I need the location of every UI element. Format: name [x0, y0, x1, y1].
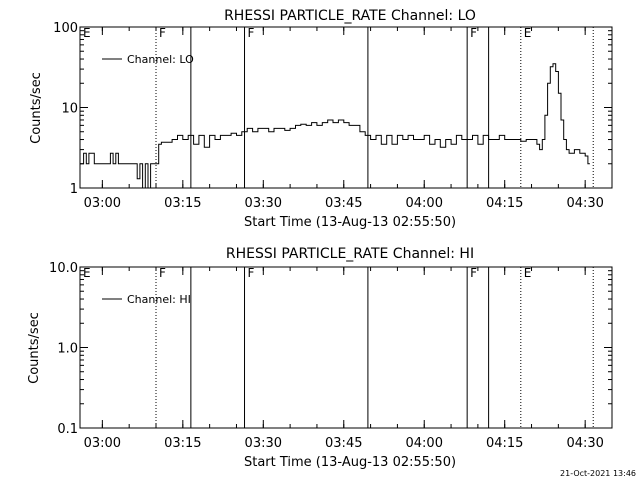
hi-y-tick-label: 1.0	[57, 342, 78, 357]
hi-x-tick-label: 04:30	[566, 436, 603, 451]
lo-x-tick-label: 03:15	[164, 196, 201, 211]
lo-event-marker-label: F	[159, 26, 166, 40]
lo-y-tick-label: 100	[53, 21, 78, 36]
lo-x-tick-label: 04:30	[566, 196, 603, 211]
hi-x-tick-label: 04:00	[406, 436, 443, 451]
lo-y-tick-label: 10	[61, 102, 78, 117]
lo-x-tick-label: 04:15	[486, 196, 523, 211]
lo-series-line	[80, 63, 590, 189]
hi-y-axis-label: Counts/sec	[27, 312, 42, 384]
lo-x-tick-label: 03:30	[245, 196, 282, 211]
hi-x-tick-label: 04:15	[486, 436, 523, 451]
lo-event-marker-label: E	[524, 26, 532, 40]
lo-event-marker-label: E	[83, 26, 91, 40]
lo-x-tick-label: 04:00	[406, 196, 443, 211]
lo-x-axis-label: Start Time (13-Aug-13 02:55:50)	[244, 215, 456, 230]
lo-x-tick-label: 03:00	[84, 196, 121, 211]
lo-event-marker-label: F	[470, 26, 477, 40]
hi-channel-panel: RHESSI PARTICLE_RATE Channel: HI Counts/…	[27, 246, 613, 470]
lo-y-tick-label: 1	[70, 182, 78, 197]
hi-y-tick-label: 0.1	[57, 422, 78, 437]
hi-plot-title: RHESSI PARTICLE_RATE Channel: HI	[226, 246, 474, 262]
hi-x-tick-label: 03:45	[325, 436, 362, 451]
hi-event-marker-label: E	[83, 266, 91, 280]
hi-event-marker-label: F	[159, 266, 166, 280]
hi-x-tick-label: 03:15	[164, 436, 201, 451]
hi-x-axis-label: Start Time (13-Aug-13 02:55:50)	[244, 455, 456, 470]
hi-event-marker-label: F	[248, 266, 255, 280]
hi-legend-label: Channel: HI	[127, 293, 191, 306]
lo-x-tick-label: 03:45	[325, 196, 362, 211]
hi-y-tick-label: 10.0	[49, 261, 78, 276]
lo-legend-label: Channel: LO	[127, 53, 194, 66]
hi-x-tick-label: 03:00	[84, 436, 121, 451]
hi-x-tick-label: 03:30	[245, 436, 282, 451]
generation-timestamp: 21-Oct-2021 13:46	[560, 469, 636, 478]
hi-event-marker-label: F	[470, 266, 477, 280]
lo-event-marker-label: F	[248, 26, 255, 40]
lo-plot-title: RHESSI PARTICLE_RATE Channel: LO	[224, 8, 476, 24]
hi-event-marker-label: E	[524, 266, 532, 280]
lo-y-axis-label: Counts/sec	[29, 72, 44, 144]
lo-channel-panel: RHESSI PARTICLE_RATE Channel: LO Counts/…	[29, 8, 613, 230]
